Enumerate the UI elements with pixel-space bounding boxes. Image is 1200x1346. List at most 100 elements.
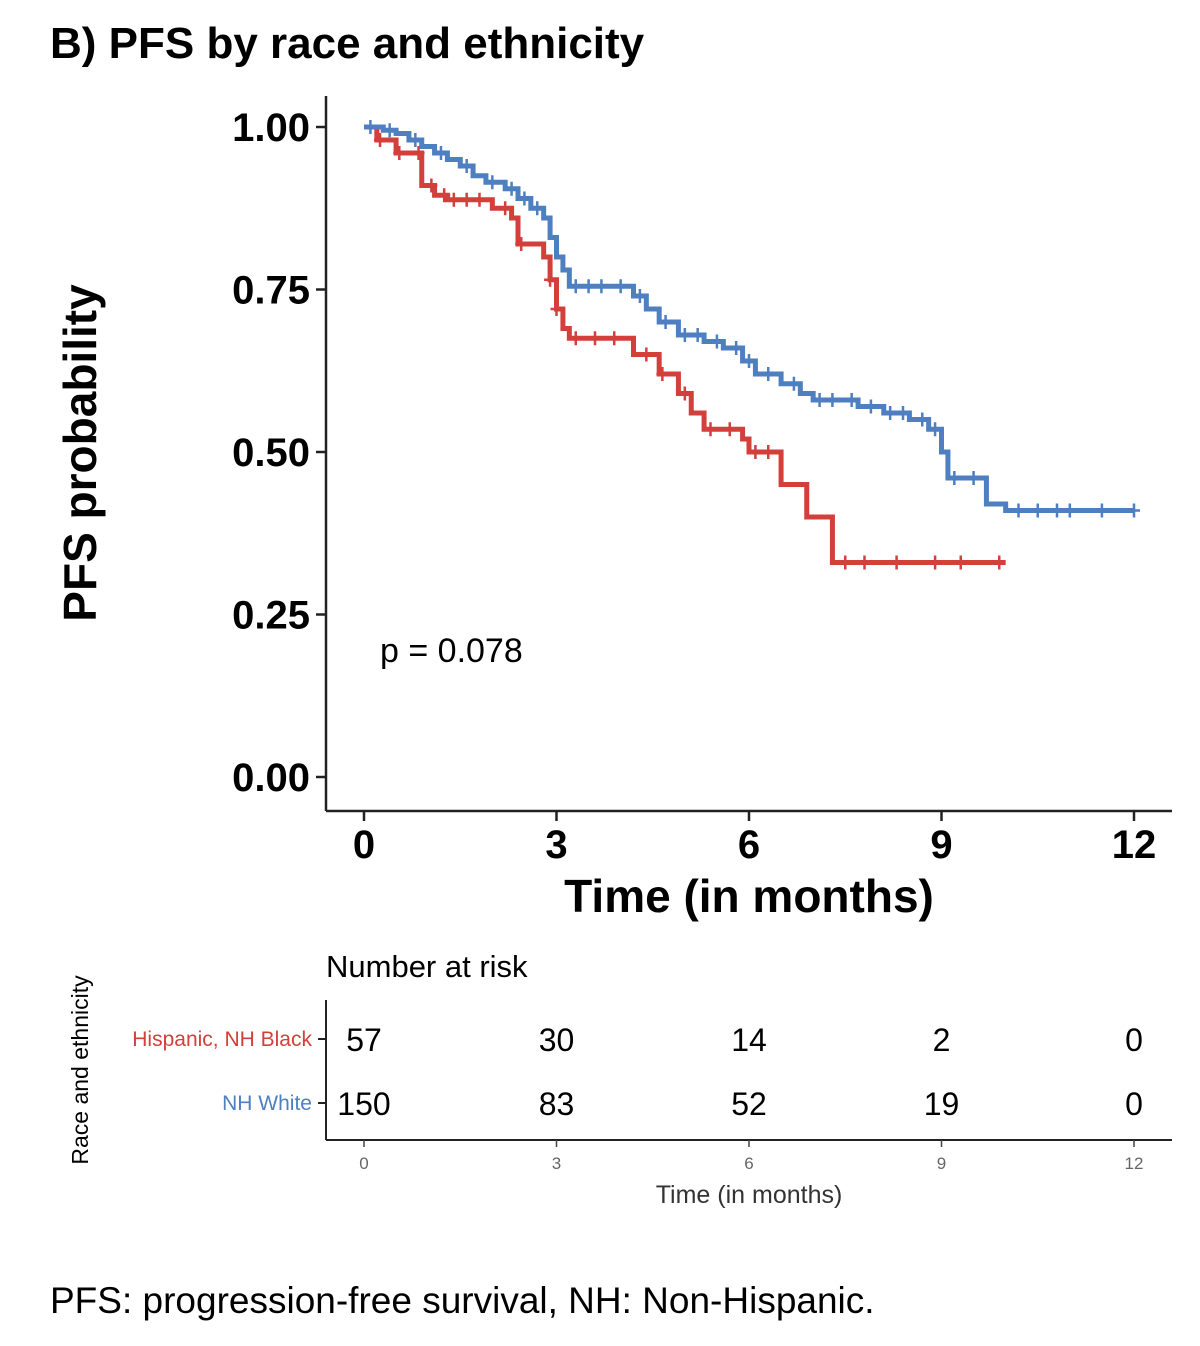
risk-x-tick-label: 9 [937,1154,946,1173]
risk-row-label: Hispanic, NH Black [132,1028,312,1051]
censor-mark [954,555,967,570]
risk-x-axis-label: Time (in months) [656,1181,843,1209]
y-axis-label: PFS probability [54,284,106,622]
censor-mark [890,555,903,570]
x-ticks: 0 3 6 9 12 [353,811,1156,867]
y-tick-label: 0.25 [232,594,310,638]
censor-mark [993,555,1006,570]
censor-mark [460,159,473,173]
risk-x-tick-label: 6 [744,1154,753,1173]
km-step-line [364,124,1006,565]
censor-mark [897,406,909,420]
censor-mark [531,201,544,216]
censor-mark [762,367,775,381]
censor-mark [723,422,736,437]
censor-mark [678,386,691,401]
risk-y-axis-label: Race and ethnicity [67,975,93,1165]
risk-row-label: NH White [222,1092,312,1115]
y-tick-label: 0.75 [232,269,310,313]
censor-mark [678,328,691,342]
y-tick-label: 0.50 [232,431,310,475]
censor-mark [486,175,499,190]
censor-mark [499,201,512,216]
censor-mark [425,178,438,193]
censor-mark [409,133,422,147]
censor-mark [364,120,377,134]
risk-cell: 0 [1125,1086,1143,1122]
censor-mark [447,192,460,207]
censor-mark [608,331,621,346]
series-hispanic-nh-black [364,124,1006,570]
risk-cell: 57 [346,1022,382,1058]
censor-mark [659,315,672,329]
risk-cell: 150 [337,1086,390,1122]
censor-mark [460,192,473,207]
censor-mark [858,555,871,570]
censor-mark [569,331,582,346]
censor-mark [595,279,608,294]
risk-cell: 0 [1125,1022,1143,1058]
x-tick-label: 3 [545,823,567,867]
risk-x-tick-label: 12 [1125,1154,1144,1173]
risk-cell: 83 [539,1086,575,1122]
censor-mark [884,406,897,420]
censor-mark [550,302,563,316]
censor-mark [1063,503,1076,518]
censor-mark [544,272,557,287]
x-tick-label: 0 [353,823,375,867]
x-tick-label: 12 [1112,823,1157,867]
censor-mark [383,123,396,138]
censor-mark [929,555,942,570]
risk-x-tick-label: 0 [359,1154,368,1173]
survival-curves [364,120,1140,570]
censor-mark [864,399,877,414]
risk-table-body: Hispanic, NH Black 57 3 0 14 2 0 NH White 150 83 5… [132,1022,1143,1173]
x-tick-label: 6 [738,823,760,867]
censor-mark [813,393,826,407]
figure-caption: PFS: progression-free survival, NH: Non-… [50,1280,875,1321]
censor-mark [473,192,486,207]
censor-mark [839,555,852,570]
risk-table: Number at risk Hispanic, NH Black 57 3 0 14 2… [67,949,1172,1209]
censor-mark [614,279,627,294]
censor-mark [916,412,929,427]
censor-mark [826,393,839,407]
censor-mark [743,354,755,368]
censor-mark [656,367,669,381]
y-ticks: 0.00 0.25 0.50 0.75 1.00 [232,106,326,800]
figure-title: B) PFS by race and ethnicity [50,19,645,68]
censor-mark [929,422,942,437]
risk-cell: 52 [731,1086,767,1122]
risk-cell: 14 [731,1022,767,1058]
censor-mark [1012,503,1025,518]
censor-mark [633,289,646,303]
censor-mark [704,422,717,437]
risk-cell: 19 [924,1086,960,1122]
censor-mark [569,279,582,294]
y-tick-label: 0.00 [232,756,310,800]
x-tick-label: 9 [930,823,952,867]
censor-mark [948,471,961,485]
censor-mark [1051,503,1063,518]
censor-mark [505,181,518,196]
risk-table-title: Number at risk [326,949,528,984]
censor-mark [749,445,762,459]
censor-mark [845,393,858,407]
censor-mark [787,376,800,391]
censor-mark [412,146,425,160]
censor-mark [589,331,601,346]
censor-mark [710,334,723,349]
p-value-annotation: p = 0.078 [380,632,523,670]
x-axis-label: Time (in months) [564,870,934,922]
censor-mark [730,341,743,355]
censor-mark [1128,503,1140,518]
risk-cell: 2 [933,1022,951,1058]
censor-mark [438,188,451,203]
censor-mark [582,279,595,294]
censor-mark [762,445,775,459]
censor-mark [393,146,406,160]
censor-mark [515,237,528,251]
censor-mark [1095,503,1108,518]
km-plot: 0.00 0.25 0.50 0.75 1.00 0 3 6 9 12 p = 0.078 PF… [54,96,1172,922]
risk-x-tick-label: 3 [552,1154,561,1173]
